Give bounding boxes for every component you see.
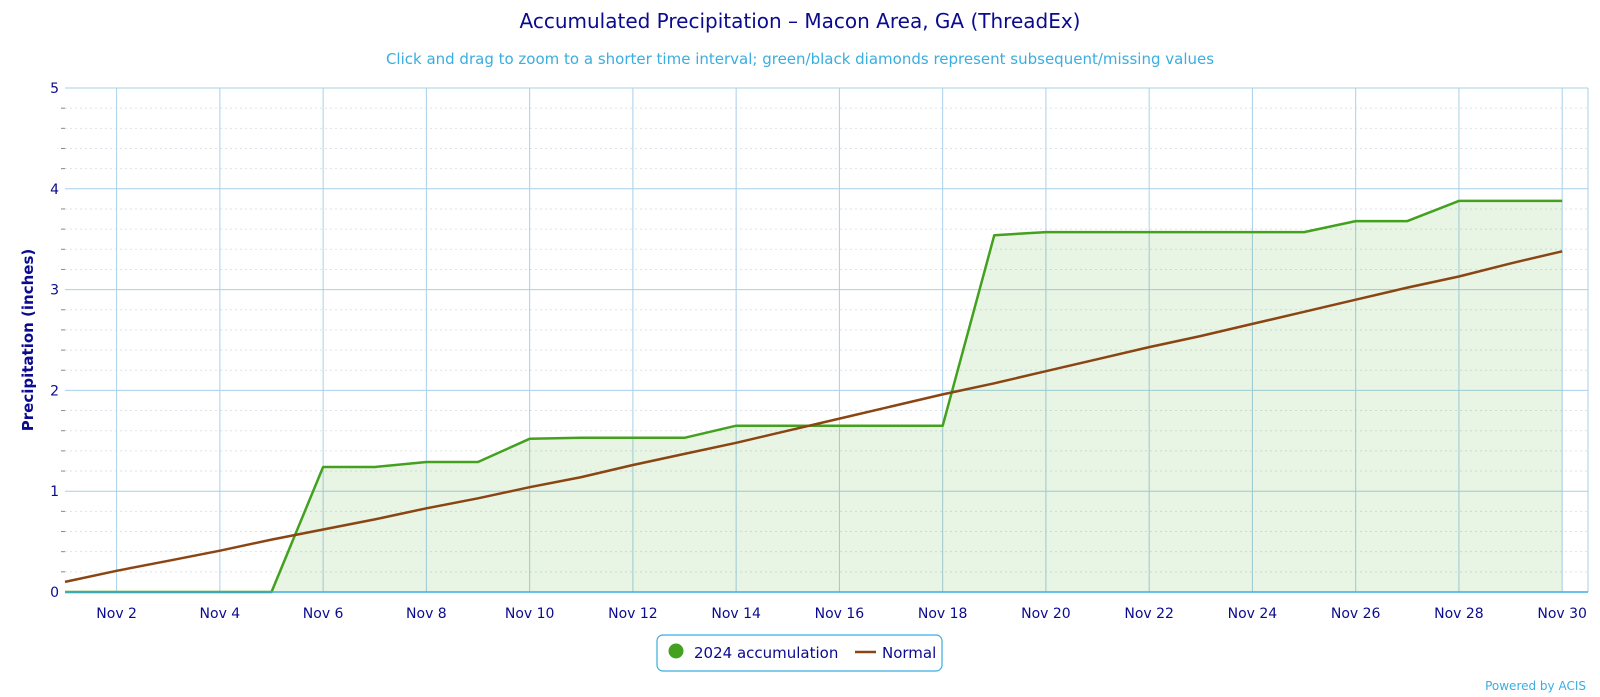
legend[interactable]: 2024 accumulation Normal xyxy=(656,634,943,672)
chart-subtitle: Click and drag to zoom to a shorter time… xyxy=(386,50,1214,68)
series-line-normal[interactable] xyxy=(64,250,1563,584)
legend-item-normal[interactable]: Normal xyxy=(855,644,936,662)
chart-title: Accumulated Precipitation – Macon Area, … xyxy=(520,9,1081,33)
x-tick-label: Nov 10 xyxy=(505,606,555,622)
x-tick-label: Nov 12 xyxy=(608,606,658,622)
x-tick-label: Nov 4 xyxy=(200,606,241,622)
y-tick-label: 4 xyxy=(50,182,59,198)
line-layer xyxy=(64,199,1563,594)
x-tick-label: Nov 14 xyxy=(711,606,761,622)
y-tick-label: 1 xyxy=(50,484,59,500)
x-tick-label: Nov 26 xyxy=(1331,606,1381,622)
x-tick-label: Nov 2 xyxy=(96,606,137,622)
y-tick-label: 3 xyxy=(50,283,59,299)
legend-label-normal: Normal xyxy=(882,644,936,662)
series-area-2024-accumulation xyxy=(65,200,1563,592)
x-tick-label: Nov 20 xyxy=(1021,606,1071,622)
powered-by-credit[interactable]: Powered by ACIS xyxy=(1485,679,1586,693)
x-tick-label: Nov 16 xyxy=(815,606,865,622)
axes: 0 1 2 3 4 5 Nov 2 Nov 4 Nov 6 Nov 8 Nov 10 Nov 12 No… xyxy=(50,81,1588,622)
y-tick-label: 2 xyxy=(50,383,59,399)
legend-box xyxy=(656,634,943,672)
y-tick-label: 0 xyxy=(50,585,59,601)
area-layer xyxy=(65,200,1563,592)
y-tick-label: 5 xyxy=(50,81,59,97)
x-tick-label: Nov 28 xyxy=(1434,606,1484,622)
y-axis-label: Precipitation (inches) xyxy=(19,249,37,432)
x-tick-label: Nov 30 xyxy=(1537,606,1587,622)
legend-item-2024-accumulation[interactable]: 2024 accumulation xyxy=(668,643,839,663)
x-tick-label: Nov 6 xyxy=(303,606,344,622)
x-tick-label: Nov 18 xyxy=(918,606,968,622)
x-tick-label: Nov 8 xyxy=(406,606,447,622)
legend-label-2024: 2024 accumulation xyxy=(694,644,838,662)
x-tick-label: Nov 22 xyxy=(1124,606,1174,622)
legend-marker-2024 xyxy=(668,643,684,659)
grid xyxy=(65,87,1589,592)
x-tick-label: Nov 24 xyxy=(1228,606,1278,622)
